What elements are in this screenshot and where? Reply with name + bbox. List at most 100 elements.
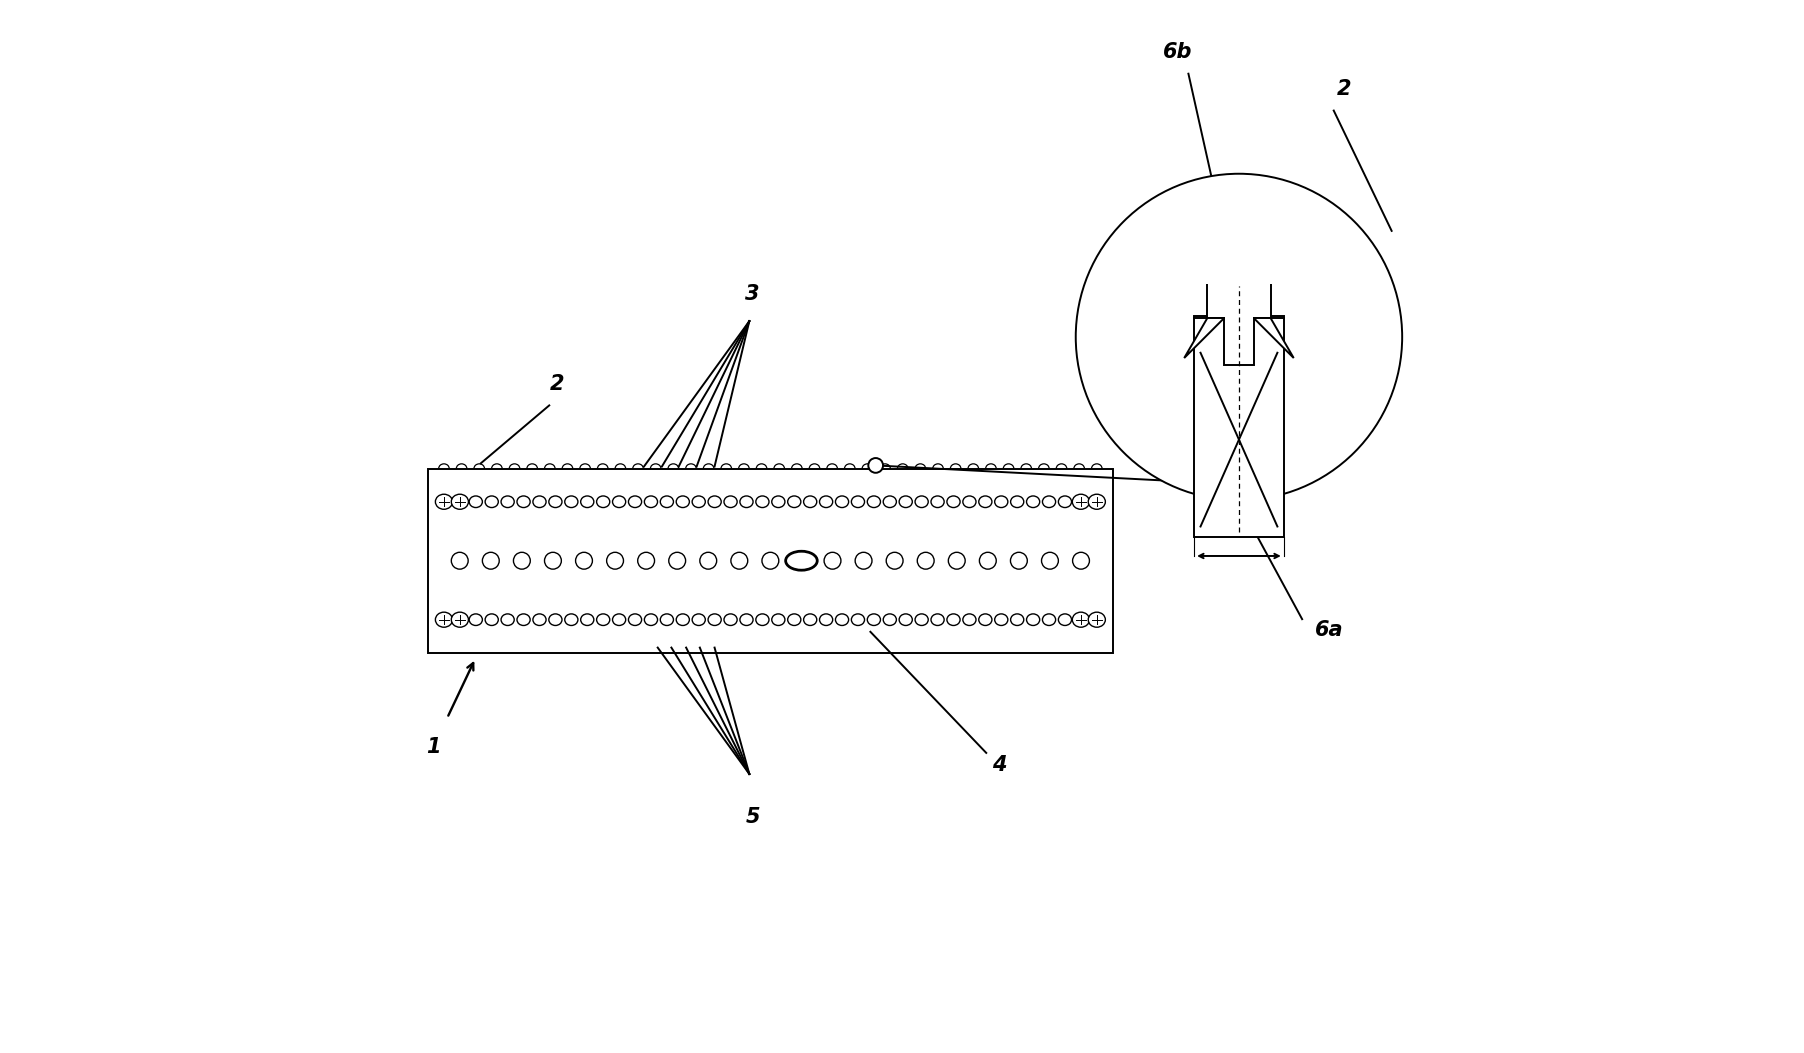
Ellipse shape bbox=[451, 494, 469, 510]
Ellipse shape bbox=[915, 614, 929, 625]
Ellipse shape bbox=[676, 614, 689, 625]
Ellipse shape bbox=[1059, 614, 1072, 625]
Ellipse shape bbox=[644, 614, 657, 625]
Text: 3: 3 bbox=[745, 284, 759, 304]
Ellipse shape bbox=[451, 612, 469, 628]
Ellipse shape bbox=[451, 552, 469, 569]
Ellipse shape bbox=[502, 496, 514, 508]
Bar bbox=[1194, 316, 1284, 537]
Ellipse shape bbox=[915, 496, 929, 508]
Text: 1: 1 bbox=[426, 737, 440, 757]
Ellipse shape bbox=[532, 496, 547, 508]
Ellipse shape bbox=[606, 552, 624, 569]
Text: 2: 2 bbox=[550, 374, 565, 394]
Ellipse shape bbox=[756, 496, 769, 508]
Text: 6: 6 bbox=[1086, 340, 1100, 360]
Ellipse shape bbox=[1073, 552, 1090, 569]
Ellipse shape bbox=[947, 496, 960, 508]
Ellipse shape bbox=[819, 496, 833, 508]
Bar bbox=[428, 469, 1113, 653]
Ellipse shape bbox=[1026, 496, 1039, 508]
Ellipse shape bbox=[868, 496, 880, 508]
Ellipse shape bbox=[756, 614, 769, 625]
Ellipse shape bbox=[1010, 614, 1023, 625]
Ellipse shape bbox=[575, 552, 592, 569]
Ellipse shape bbox=[963, 496, 976, 508]
Ellipse shape bbox=[545, 552, 561, 569]
Ellipse shape bbox=[548, 614, 563, 625]
Ellipse shape bbox=[1041, 552, 1059, 569]
Ellipse shape bbox=[1072, 494, 1090, 510]
Ellipse shape bbox=[613, 496, 626, 508]
Ellipse shape bbox=[707, 614, 722, 625]
Ellipse shape bbox=[803, 614, 817, 625]
Ellipse shape bbox=[851, 614, 864, 625]
Ellipse shape bbox=[581, 614, 594, 625]
Text: 3: 3 bbox=[1337, 439, 1351, 459]
Ellipse shape bbox=[788, 496, 801, 508]
Ellipse shape bbox=[628, 614, 642, 625]
Ellipse shape bbox=[660, 614, 673, 625]
Ellipse shape bbox=[886, 552, 904, 569]
Ellipse shape bbox=[884, 496, 897, 508]
Ellipse shape bbox=[1072, 612, 1090, 628]
Ellipse shape bbox=[931, 496, 943, 508]
Ellipse shape bbox=[565, 614, 577, 625]
Text: 6a: 6a bbox=[1315, 620, 1344, 640]
Ellipse shape bbox=[994, 496, 1008, 508]
Ellipse shape bbox=[628, 496, 642, 508]
Ellipse shape bbox=[597, 496, 610, 508]
Ellipse shape bbox=[502, 614, 514, 625]
Ellipse shape bbox=[740, 496, 752, 508]
Ellipse shape bbox=[851, 496, 864, 508]
Ellipse shape bbox=[1043, 496, 1055, 508]
Ellipse shape bbox=[723, 614, 738, 625]
Ellipse shape bbox=[514, 552, 530, 569]
Ellipse shape bbox=[693, 614, 705, 625]
Ellipse shape bbox=[787, 552, 817, 570]
Ellipse shape bbox=[613, 614, 626, 625]
Ellipse shape bbox=[435, 612, 453, 628]
Ellipse shape bbox=[644, 496, 657, 508]
Ellipse shape bbox=[1088, 494, 1106, 510]
Ellipse shape bbox=[707, 496, 722, 508]
Ellipse shape bbox=[469, 614, 482, 625]
Ellipse shape bbox=[819, 614, 833, 625]
Ellipse shape bbox=[548, 496, 563, 508]
Text: 4: 4 bbox=[992, 755, 1007, 775]
Circle shape bbox=[868, 458, 882, 473]
Ellipse shape bbox=[980, 614, 992, 625]
Ellipse shape bbox=[581, 496, 594, 508]
Ellipse shape bbox=[435, 494, 453, 510]
Ellipse shape bbox=[532, 614, 547, 625]
Text: 2: 2 bbox=[1337, 79, 1351, 99]
Ellipse shape bbox=[693, 496, 705, 508]
Ellipse shape bbox=[931, 614, 943, 625]
Ellipse shape bbox=[731, 552, 747, 569]
Ellipse shape bbox=[469, 496, 482, 508]
Text: 6: 6 bbox=[1375, 340, 1389, 360]
Ellipse shape bbox=[1026, 614, 1039, 625]
Ellipse shape bbox=[700, 552, 716, 569]
Ellipse shape bbox=[868, 614, 880, 625]
Ellipse shape bbox=[788, 614, 801, 625]
Ellipse shape bbox=[949, 552, 965, 569]
Ellipse shape bbox=[660, 496, 673, 508]
Ellipse shape bbox=[1043, 614, 1055, 625]
Ellipse shape bbox=[761, 552, 779, 569]
Ellipse shape bbox=[676, 496, 689, 508]
Ellipse shape bbox=[980, 552, 996, 569]
Circle shape bbox=[1075, 174, 1402, 500]
Ellipse shape bbox=[898, 496, 913, 508]
Ellipse shape bbox=[518, 496, 530, 508]
Ellipse shape bbox=[884, 614, 897, 625]
Ellipse shape bbox=[723, 496, 738, 508]
Text: 5: 5 bbox=[745, 808, 759, 828]
Ellipse shape bbox=[1059, 496, 1072, 508]
Ellipse shape bbox=[740, 614, 752, 625]
Ellipse shape bbox=[772, 614, 785, 625]
Ellipse shape bbox=[855, 552, 871, 569]
Ellipse shape bbox=[1010, 496, 1023, 508]
Ellipse shape bbox=[824, 552, 841, 569]
Ellipse shape bbox=[485, 614, 498, 625]
